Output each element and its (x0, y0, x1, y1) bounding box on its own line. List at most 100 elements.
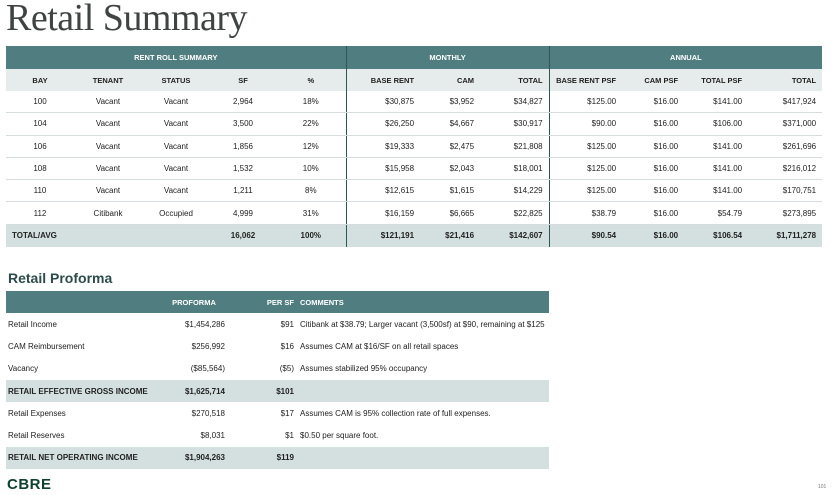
cell: $21,808 (480, 135, 550, 158)
data-row: 108 Vacant Vacant 1,532 10% $15,958 $2,043 $18,… (6, 157, 823, 181)
cell: $6,665 (420, 201, 481, 225)
cell: $106.00 (684, 112, 749, 136)
cell: ($5) (279, 364, 294, 374)
cell: $4,667 (420, 112, 481, 136)
cell: $141.00 (684, 157, 749, 181)
cell: Assumes CAM at $16/SF on all retail spac… (300, 341, 459, 351)
cell: Vacancy (8, 364, 39, 374)
column-header: SF (210, 69, 276, 91)
column-header: TOTAL (480, 69, 550, 91)
cell: $16.00 (622, 91, 685, 114)
cell: $141.00 (684, 91, 749, 114)
cell: $1,454,286 (184, 319, 225, 329)
cell: Occupied (142, 201, 210, 225)
cell: Citibank at $38.79; Larger vacant (3,500… (300, 319, 545, 329)
cell: $2,475 (420, 135, 481, 158)
cell: 104 (6, 112, 74, 136)
data-row: 110 Vacant Vacant 1,211 8% $12,615 $1,615 $14,2… (6, 179, 823, 203)
cell: $15,958 (345, 157, 421, 181)
cell: Vacant (142, 179, 210, 203)
cell: $22,825 (480, 201, 550, 225)
cell: $141.00 (684, 135, 749, 158)
cell: $170,751 (748, 179, 823, 203)
column-header: TOTAL (748, 69, 823, 91)
column-header: CAM PSF (622, 69, 685, 91)
logo: CBRE (7, 476, 52, 493)
total-cell: $90.54 (548, 224, 623, 247)
cell: $3,952 (420, 91, 481, 114)
spacer-cell (6, 291, 160, 313)
cell: $8,031 (200, 431, 225, 441)
cell: 12% (276, 135, 347, 158)
subtotal-row: RETAIL EFFECTIVE GROSS INCOME $1,625,714 $… (6, 379, 549, 403)
cell: 110 (6, 179, 74, 203)
data-row: Retail Reserves $8,031 $1 $0.50 per square … (6, 424, 549, 446)
cell: 112 (6, 201, 74, 225)
column-header: TOTAL PSF (684, 69, 749, 91)
column-header: TENANT (74, 69, 142, 91)
cell: $91 (280, 319, 294, 329)
rent-roll-table: RENT ROLL SUMMARY MONTHLY ANNUAL BAY TENANT S… (6, 46, 823, 247)
cell (297, 379, 549, 403)
cell: $54.79 (684, 201, 749, 225)
cell: $2,043 (420, 157, 481, 181)
cell: $16.00 (622, 179, 685, 203)
cell: 1,856 (210, 135, 276, 158)
total-cell: 16,062 (210, 224, 276, 247)
cell: $101 (228, 379, 297, 403)
column-header: BASE RENT (345, 69, 421, 91)
cell: 3,500 (210, 112, 276, 136)
column-header: % (276, 69, 347, 91)
cell: Vacant (74, 91, 142, 114)
cell: Assumes CAM is 95% collection rate of fu… (300, 408, 491, 418)
section-title: Retail Proforma (8, 270, 113, 286)
total-cell: $106.54 (684, 224, 749, 247)
cell: $16.00 (622, 201, 685, 225)
cell: $125.00 (548, 157, 623, 181)
cell: $371,000 (748, 112, 823, 136)
cell: $30,917 (480, 112, 550, 136)
data-row: Retail Expenses $270,518 $17 Assumes CAM is… (6, 402, 549, 424)
cell: Retail Reserves (8, 431, 65, 441)
data-row: 100 Vacant Vacant 2,964 18% $30,875 $3,952 $34,… (6, 91, 823, 114)
total-cell: $16.00 (622, 224, 685, 247)
cell: $1,904,263 (160, 446, 228, 470)
cell: $273,895 (748, 201, 823, 225)
cell: Vacant (142, 91, 210, 114)
column-header: COMMENTS (297, 291, 549, 313)
data-row: CAM Reimbursement $256,992 $16 Assumes CAM … (6, 335, 549, 357)
cell: $216,012 (748, 157, 823, 181)
group-header: MONTHLY (345, 46, 550, 69)
total-row: TOTAL/AVG 16,062 100% $121,191 $21,416 $142,6… (6, 224, 823, 247)
cell (297, 446, 549, 470)
cell: $141.00 (684, 179, 749, 203)
cell: Vacant (74, 157, 142, 181)
cell: $270,518 (191, 408, 225, 418)
group-header: ANNUAL (548, 46, 823, 69)
cell: CAM Reimbursement (8, 341, 85, 351)
cell: $1,615 (420, 179, 481, 203)
cell: $30,875 (345, 91, 421, 114)
cell: Retail Income (8, 319, 57, 329)
cell: Vacant (142, 157, 210, 181)
cell: $90.00 (548, 112, 623, 136)
group-header: RENT ROLL SUMMARY (6, 46, 347, 69)
cell: $16,159 (345, 201, 421, 225)
column-header: STATUS (142, 69, 210, 91)
cell: 22% (276, 112, 347, 136)
column-header: BASE RENT PSF (548, 69, 623, 91)
cell: 106 (6, 135, 74, 158)
cell: $125.00 (548, 179, 623, 203)
cell: 4,999 (210, 201, 276, 225)
cell: RETAIL NET OPERATING INCOME (6, 446, 160, 470)
total-cell: TOTAL/AVG (6, 224, 210, 247)
cell: 1,532 (210, 157, 276, 181)
column-header: BAY (6, 69, 74, 91)
cell: $16.00 (622, 112, 685, 136)
cell: $417,924 (748, 91, 823, 114)
cell: 1,211 (210, 179, 276, 203)
cell: Citibank (74, 201, 142, 225)
cell: 18% (276, 91, 347, 114)
